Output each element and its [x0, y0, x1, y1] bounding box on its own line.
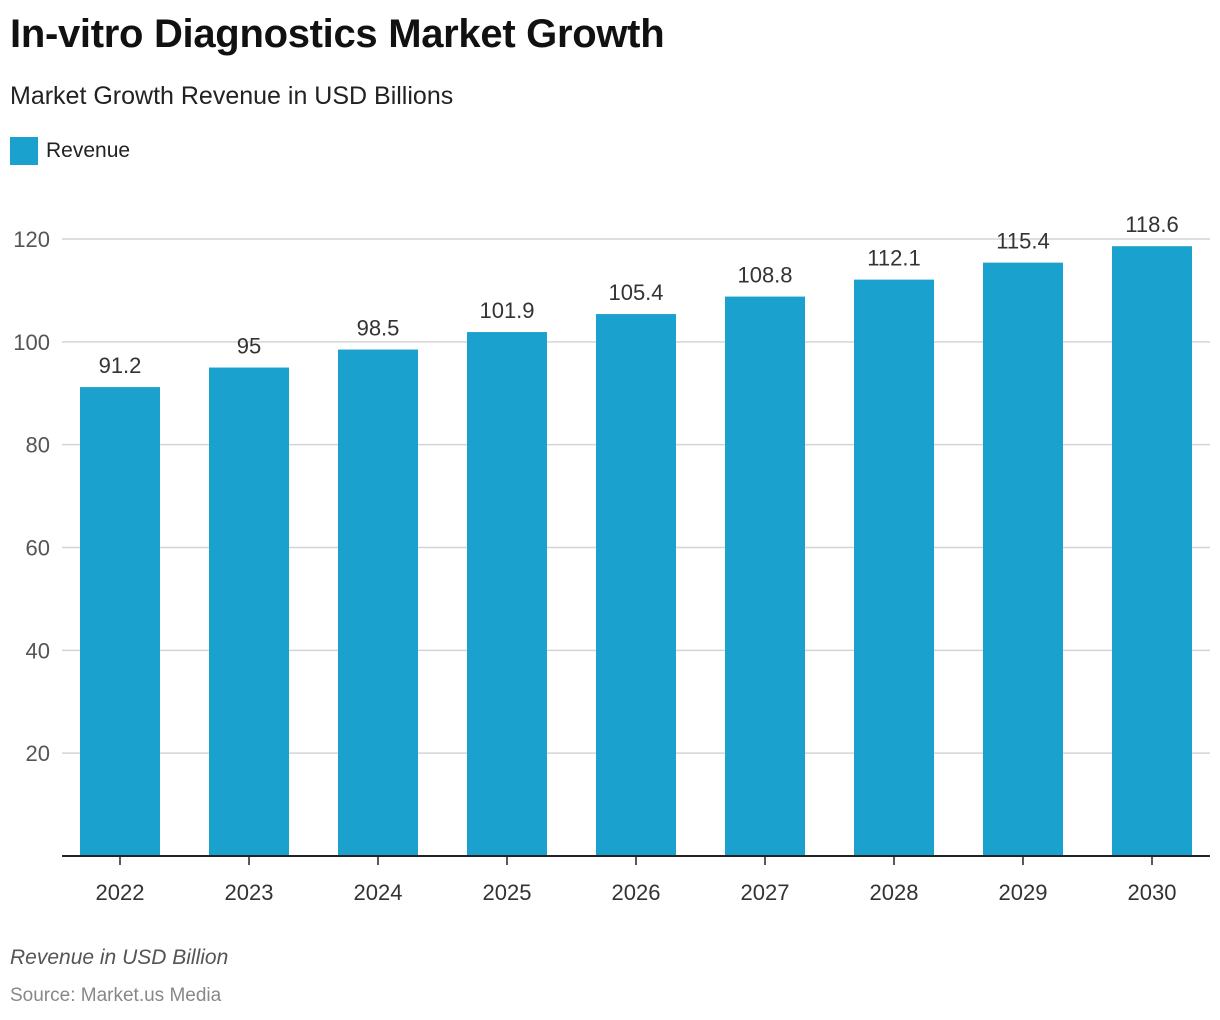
data-label: 115.4	[996, 229, 1049, 254]
bar-2027	[725, 296, 805, 856]
bar-2030	[1112, 246, 1192, 856]
chart-source: Source: Market.us Media	[10, 985, 222, 1006]
chart-subtitle: Market Growth Revenue in USD Billions	[10, 82, 454, 110]
x-tick-label: 2026	[612, 880, 661, 905]
x-tick-label: 2029	[999, 880, 1048, 905]
y-axis-ticks: 20 40 60 80 100 120	[13, 227, 50, 766]
x-tick-label: 2022	[96, 880, 145, 905]
bar-chart: 20 40 60 80 100 120 91.2 95 98.5 101.9 105.4 108.8…	[13, 212, 1210, 905]
bar-2029	[983, 262, 1063, 856]
data-label: 118.6	[1125, 212, 1178, 237]
y-tick-label: 20	[26, 741, 50, 766]
data-label: 108.8	[737, 263, 792, 288]
bar-2026	[596, 314, 676, 856]
data-label: 95	[237, 334, 261, 359]
data-labels: 91.2 95 98.5 101.9 105.4 108.8 112.1 115.4 118.6	[99, 212, 1179, 378]
legend-swatch	[10, 137, 38, 165]
y-tick-label: 40	[26, 638, 50, 663]
bar-2022	[80, 387, 160, 856]
data-label: 101.9	[479, 298, 534, 323]
y-tick-label: 120	[13, 227, 50, 252]
bars	[80, 246, 1192, 857]
x-tick-label: 2024	[354, 880, 403, 905]
data-label: 105.4	[608, 280, 663, 305]
x-tick-label: 2030	[1128, 880, 1177, 905]
y-tick-label: 60	[26, 536, 50, 561]
data-label: 98.5	[357, 316, 400, 341]
x-tick-label: 2027	[741, 880, 790, 905]
x-tick-label: 2028	[870, 880, 919, 905]
x-tick-label: 2023	[225, 880, 274, 905]
chart-title: In-vitro Diagnostics Market Growth	[10, 12, 665, 56]
bar-2024	[338, 349, 418, 856]
x-axis-ticks: 2022 2023 2024 2025 2026 2027 2028 2029 2030	[96, 856, 1177, 905]
bar-2023	[209, 367, 289, 856]
chart-caption: Revenue in USD Billion	[10, 946, 229, 969]
legend-label: Revenue	[46, 139, 131, 162]
y-tick-label: 80	[26, 433, 50, 458]
bar-2025	[467, 332, 547, 856]
data-label: 91.2	[99, 353, 142, 378]
data-label: 112.1	[867, 246, 920, 271]
x-tick-label: 2025	[483, 880, 532, 905]
bar-2028	[854, 279, 934, 857]
legend: Revenue	[10, 137, 130, 165]
y-tick-label: 100	[13, 330, 50, 355]
